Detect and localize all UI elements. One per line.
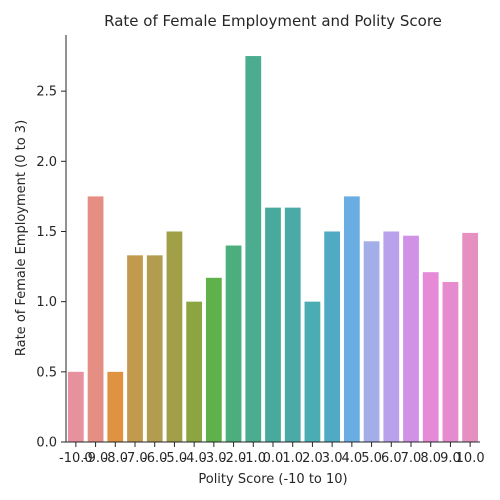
x-tick-label: -10.0 (59, 451, 93, 466)
x-tick-label: 4.0 (342, 451, 363, 466)
bar-9.0 (442, 282, 459, 442)
bar--1.0 (245, 56, 262, 442)
y-tick-label: 1.0 (36, 295, 57, 310)
bar-1.0 (284, 207, 301, 442)
x-axis-label: Polity Score (-10 to 10) (198, 472, 347, 487)
x-axis: -10.0-9.0-8.0-7.0-6.0-5.0-4.0-3.0-2.0-1.… (59, 441, 485, 466)
x-tick-label: 2.0 (302, 451, 323, 466)
x-tick-label: 8.0 (420, 451, 441, 466)
x-tick-label: 10.0 (456, 451, 485, 466)
y-tick-label: 0.5 (36, 365, 57, 380)
y-axis: 0.0 0.5 1.0 1.5 2.0 2.5 (36, 35, 67, 451)
bar-8.0 (422, 272, 439, 442)
bar--7.0 (127, 255, 143, 442)
x-tick-label: 7.0 (401, 451, 422, 466)
bar-5.0 (363, 241, 380, 442)
bar-6.0 (383, 231, 400, 442)
bar--3.0 (205, 277, 222, 442)
y-tick-label: 1.5 (36, 225, 57, 240)
x-tick-label: 1.0 (282, 451, 303, 466)
x-tick-label: -8.0 (103, 451, 128, 466)
bar--2.0 (225, 245, 242, 442)
y-axis-label: Rate of Female Employment (0 to 3) (14, 120, 29, 356)
chart-title: Rate of Female Employment and Polity Sco… (104, 12, 442, 30)
y-tick-label: 2.0 (36, 155, 57, 170)
x-tick-label: 9.0 (440, 451, 461, 466)
x-tick-label: -1.0 (241, 451, 266, 466)
bar-3.0 (324, 231, 341, 442)
bar-10.0 (462, 232, 479, 442)
bar-7.0 (403, 235, 419, 442)
x-tick-label: 6.0 (381, 451, 402, 466)
bar--5.0 (166, 231, 183, 442)
bar--8.0 (107, 371, 124, 442)
x-tick-label: -4.0 (181, 451, 206, 466)
x-tick-label: -2.0 (221, 451, 246, 466)
x-tick-label: -6.0 (142, 451, 167, 466)
x-tick-label: 3.0 (322, 451, 343, 466)
y-tick-label: 2.5 (36, 85, 57, 100)
bar--10.0 (67, 371, 84, 442)
x-tick-label: 0.0 (263, 451, 284, 466)
x-tick-label: 5.0 (361, 451, 382, 466)
bar-0.0 (265, 207, 281, 442)
x-tick-label: -9.0 (83, 451, 108, 466)
bar-4.0 (343, 196, 360, 442)
x-tick-label: -5.0 (162, 451, 187, 466)
bar--6.0 (146, 255, 163, 442)
y-tick-label: 0.0 (36, 436, 57, 451)
x-tick-label: -3.0 (201, 451, 226, 466)
bar--4.0 (186, 301, 203, 442)
x-tick-label: -7.0 (122, 451, 147, 466)
bar-2.0 (304, 301, 321, 442)
bars-group (67, 56, 479, 442)
bar--9.0 (87, 196, 104, 442)
